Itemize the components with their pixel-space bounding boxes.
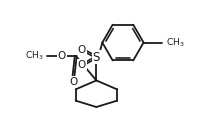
Text: O: O [58, 51, 66, 61]
Text: O: O [78, 45, 86, 55]
Text: CH$_3$: CH$_3$ [25, 50, 44, 62]
Text: O: O [69, 77, 77, 87]
Text: CH$_3$: CH$_3$ [165, 36, 184, 49]
Text: O: O [78, 59, 86, 70]
Text: S: S [93, 51, 100, 64]
